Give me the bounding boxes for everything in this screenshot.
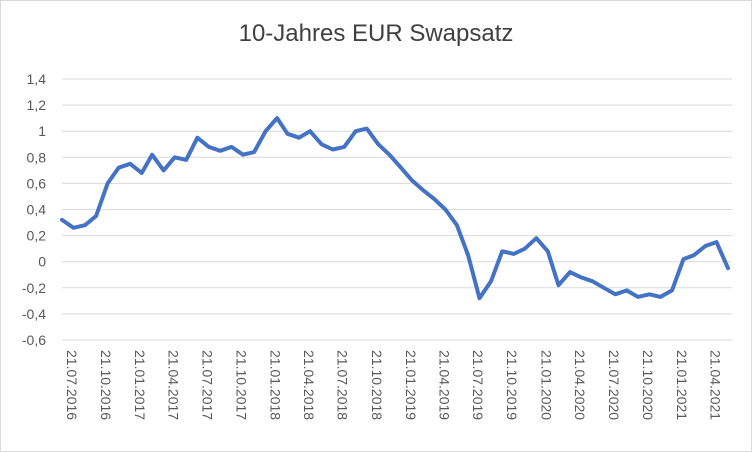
x-tick-label: 21.10.2018 [369, 350, 385, 420]
chart-title: 10-Jahres EUR Swapsatz [238, 20, 514, 47]
x-tick-label: 21.07.2019 [470, 350, 486, 420]
x-tick-label: 21.01.2021 [674, 350, 690, 420]
y-tick-label: -0,4 [22, 306, 46, 322]
x-tick-label: 21.04.2017 [166, 350, 182, 420]
x-tick-label: 21.01.2017 [132, 350, 148, 420]
series-line [60, 116, 730, 301]
x-tick-label: 21.07.2018 [335, 350, 351, 420]
x-tick-label: 21.10.2016 [98, 350, 114, 420]
y-tick-label: 1,2 [27, 97, 47, 113]
y-tick-label: 0,6 [27, 175, 47, 191]
x-tick-label: 21.07.2017 [199, 350, 215, 420]
y-tick-label: -0,6 [22, 332, 46, 348]
x-tick-label: 21.01.2019 [403, 350, 419, 420]
x-tick-label: 21.10.2020 [640, 350, 656, 420]
y-tick-label: 0,8 [27, 149, 47, 165]
x-tick-label: 21.01.2020 [538, 350, 554, 420]
y-tick-label: 0,2 [27, 228, 47, 244]
x-tick-label: 21.01.2018 [268, 350, 284, 420]
x-tick-label: 21.07.2020 [606, 350, 622, 420]
y-tick-label: 1 [38, 123, 46, 139]
x-tick-label: 21.04.2019 [436, 350, 452, 420]
y-tick-label: 0,4 [27, 202, 47, 218]
x-tick-label: 21.04.2020 [572, 350, 588, 420]
x-tick-label: 21.04.2018 [301, 350, 317, 420]
x-tick-label: 21.07.2016 [64, 350, 80, 420]
y-tick-label: 0 [38, 254, 46, 270]
x-tick-label: 21.04.2021 [707, 350, 723, 420]
x-tick-label: 21.10.2017 [233, 350, 249, 420]
y-tick-label: -0,2 [22, 280, 46, 296]
x-tick-label: 21.10.2019 [504, 350, 520, 420]
y-tick-label: 1,4 [27, 71, 47, 87]
